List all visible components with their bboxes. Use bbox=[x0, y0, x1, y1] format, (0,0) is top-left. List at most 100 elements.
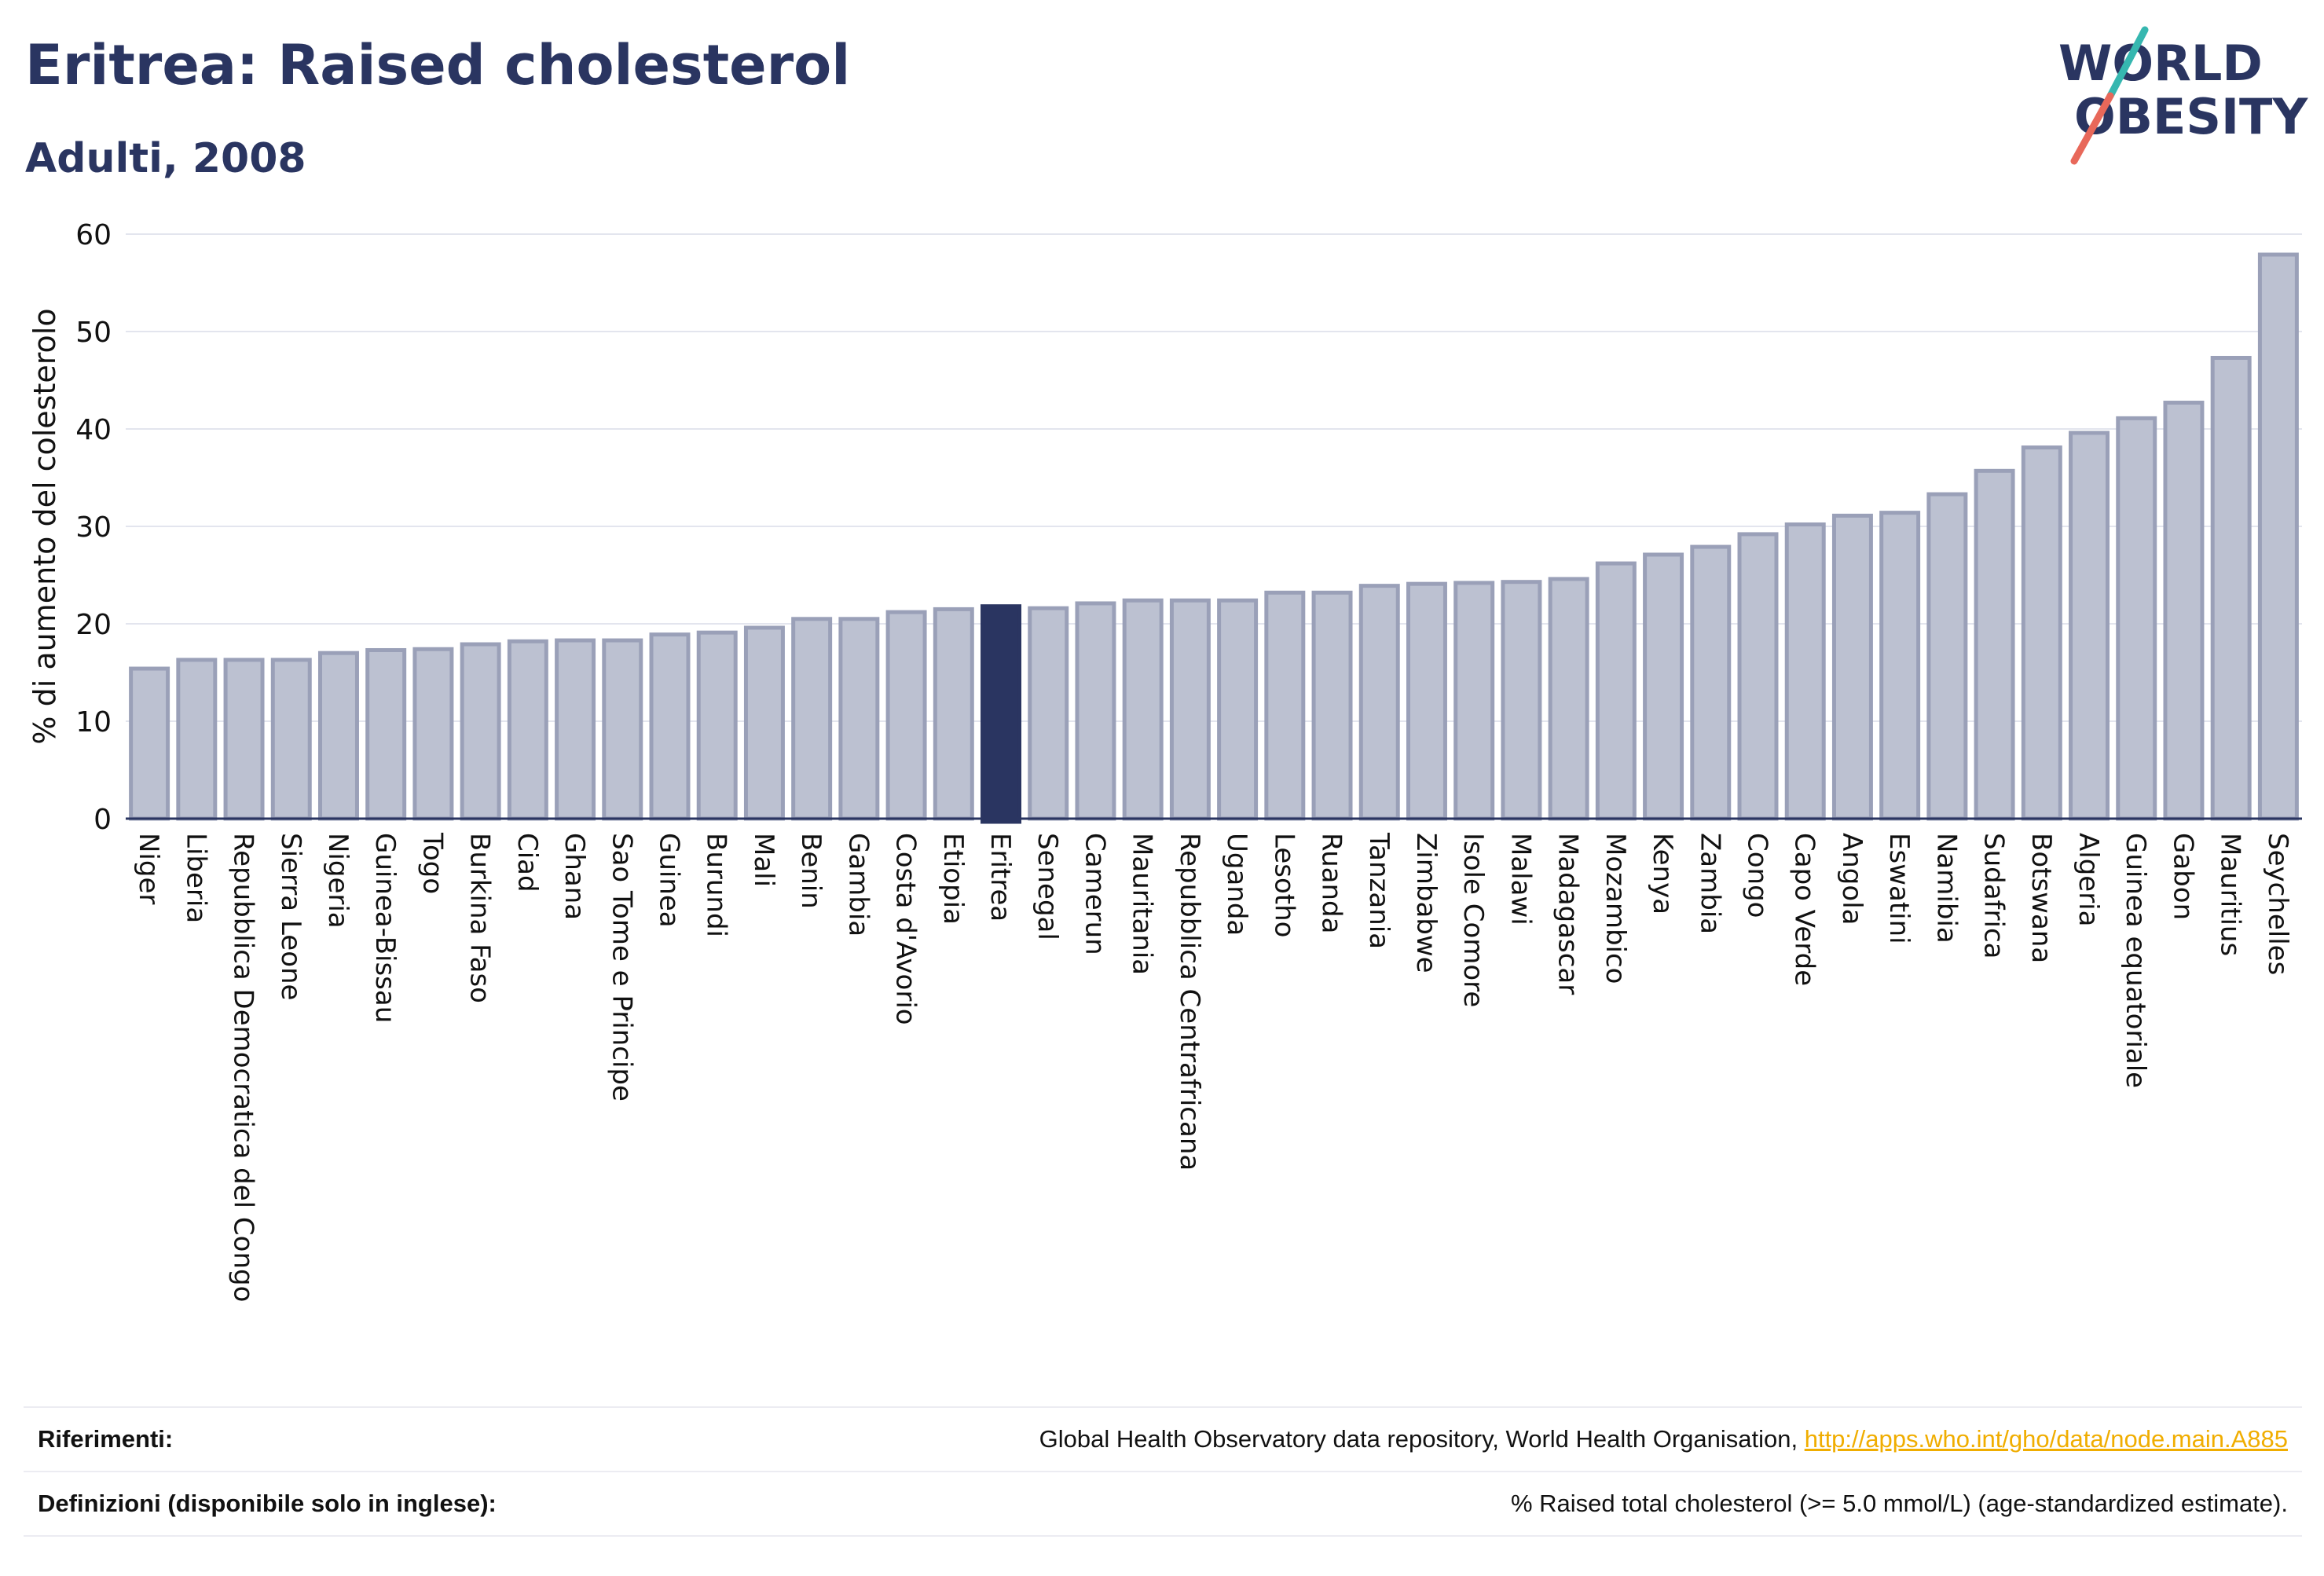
bar bbox=[365, 647, 407, 821]
bar bbox=[1028, 606, 1069, 821]
x-tick-label: Camerun bbox=[1079, 833, 1110, 955]
y-tick-label: 50 bbox=[75, 317, 112, 349]
bar bbox=[1974, 468, 2015, 821]
bar bbox=[412, 647, 454, 821]
bar bbox=[1690, 544, 1732, 821]
x-tick-label: Uganda bbox=[1221, 833, 1252, 936]
x-tick-label: Burkina Faso bbox=[464, 833, 496, 1003]
bar bbox=[223, 658, 265, 821]
references-value: Global Health Observatory data repositor… bbox=[1039, 1425, 2288, 1453]
y-tick-label: 20 bbox=[75, 609, 112, 641]
x-tick-label: Costa d'Avorio bbox=[890, 833, 922, 1025]
bar bbox=[1501, 580, 1542, 821]
bar bbox=[1122, 598, 1164, 821]
references-text: Global Health Observatory data repositor… bbox=[1039, 1425, 1805, 1453]
bar bbox=[555, 638, 596, 821]
x-tick-label: Sierra Leone bbox=[275, 833, 306, 1000]
bar bbox=[1831, 513, 1873, 821]
references-link[interactable]: http://apps.who.int/gho/data/node.main.A… bbox=[1804, 1425, 2288, 1453]
bar bbox=[1217, 598, 1259, 821]
bar bbox=[460, 642, 501, 821]
x-tick-label: Congo bbox=[1742, 833, 1773, 918]
x-tick-label: Togo bbox=[416, 832, 448, 894]
bar bbox=[270, 658, 312, 821]
x-tick-label: Zimbabwe bbox=[1410, 833, 1442, 973]
x-tick-label: Mauritius bbox=[2215, 833, 2246, 956]
bar bbox=[696, 630, 738, 821]
svg-text:WORLD: WORLD bbox=[2058, 35, 2263, 92]
x-tick-label: Eritrea bbox=[984, 833, 1016, 922]
x-tick-label: Ciad bbox=[511, 833, 543, 892]
x-tick-label: Gambia bbox=[842, 833, 874, 936]
x-tick-label: Sudafrica bbox=[1978, 833, 2010, 958]
bar bbox=[129, 666, 170, 821]
bar bbox=[1926, 492, 1968, 821]
x-tick-label: Burundi bbox=[701, 833, 732, 937]
x-tick-labels: Niger Liberia Repubblica Democratica del C… bbox=[133, 832, 2293, 1302]
bar bbox=[602, 638, 643, 821]
x-tick-label: Mauritania bbox=[1127, 833, 1158, 975]
x-tick-label: Kenya bbox=[1647, 833, 1678, 914]
bar bbox=[791, 617, 833, 821]
references-label: Riferimenti: bbox=[38, 1425, 174, 1453]
bar bbox=[1075, 601, 1116, 821]
bar bbox=[176, 658, 218, 821]
x-tick-label: Seychelles bbox=[2262, 833, 2293, 975]
x-tick-label: Liberia bbox=[180, 833, 211, 923]
bar bbox=[1453, 581, 1495, 821]
x-tick-label: Namibia bbox=[1930, 833, 1962, 944]
bar bbox=[1264, 590, 1306, 821]
x-tick-label: Malawi bbox=[1505, 833, 1536, 925]
x-tick-label: Eswatini bbox=[1883, 833, 1915, 944]
bar bbox=[1595, 561, 1637, 821]
references-row: Riferimenti: Global Health Observatory d… bbox=[24, 1406, 2302, 1471]
bar bbox=[933, 607, 974, 821]
x-tick-label: Mali bbox=[748, 833, 779, 887]
bar bbox=[1737, 532, 1779, 821]
chart-title: Eritrea: Raised cholesterol bbox=[25, 33, 851, 97]
x-tick-label: Repubblica Centrafricana bbox=[1174, 833, 1205, 1171]
world-obesity-logo: WORLD OBESITY bbox=[2058, 26, 2308, 165]
x-tick-label: Repubblica Democratica del Congo bbox=[228, 833, 259, 1302]
bar bbox=[2069, 431, 2110, 821]
y-tick-label: 40 bbox=[75, 414, 112, 446]
bar bbox=[2163, 401, 2205, 821]
x-tick-label: Guinea-Bissau bbox=[369, 833, 401, 1023]
x-tick-label: Isole Comore bbox=[1457, 833, 1489, 1007]
x-tick-label: Angola bbox=[1836, 833, 1868, 925]
bar bbox=[1879, 511, 1921, 821]
x-tick-label: Lesotho bbox=[1268, 833, 1299, 937]
bar bbox=[1548, 577, 1589, 821]
y-tick-label: 30 bbox=[75, 511, 112, 544]
bar bbox=[1169, 598, 1211, 821]
y-tick-label: 0 bbox=[93, 804, 112, 836]
bar bbox=[1406, 581, 1447, 821]
definitions-value: % Raised total cholesterol (>= 5.0 mmol/… bbox=[1510, 1490, 2288, 1517]
x-tick-label: Niger bbox=[133, 833, 164, 904]
x-tick-label: Capo Verde bbox=[1789, 833, 1820, 986]
bar bbox=[317, 651, 359, 821]
x-tick-label: Madagascar bbox=[1552, 833, 1584, 995]
bar-chart: 0 10 20 30 40 50 60 Niger Liberia Repubblica Dem… bbox=[27, 219, 2302, 1302]
bar bbox=[2210, 355, 2252, 821]
bar bbox=[743, 625, 785, 821]
bar bbox=[507, 639, 548, 821]
y-axis-label: % di aumento del colesterolo bbox=[27, 308, 62, 744]
bar bbox=[1311, 590, 1353, 821]
x-tick-label: Etiopia bbox=[937, 833, 969, 925]
bar bbox=[838, 617, 880, 821]
definitions-label: Definizioni (disponibile solo in inglese… bbox=[38, 1490, 497, 1517]
x-tick-label: Algeria bbox=[2073, 833, 2104, 926]
bars bbox=[129, 252, 2299, 824]
x-tick-label: Nigeria bbox=[322, 833, 354, 929]
bar bbox=[1784, 522, 1826, 821]
bar bbox=[885, 610, 927, 821]
x-tick-label: Ruanda bbox=[1316, 833, 1347, 933]
x-tick-label: Botswana bbox=[2025, 833, 2057, 963]
x-tick-label: Zambia bbox=[1694, 833, 1725, 934]
bar-highlighted bbox=[981, 604, 1022, 824]
x-tick-label: Sao Tome e Principe bbox=[606, 833, 637, 1101]
y-tick-labels: 0 10 20 30 40 50 60 bbox=[75, 219, 112, 836]
bar bbox=[2257, 252, 2299, 821]
bar bbox=[1643, 552, 1684, 821]
